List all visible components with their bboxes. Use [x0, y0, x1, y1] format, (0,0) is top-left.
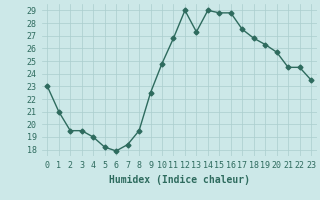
X-axis label: Humidex (Indice chaleur): Humidex (Indice chaleur) [109, 175, 250, 185]
